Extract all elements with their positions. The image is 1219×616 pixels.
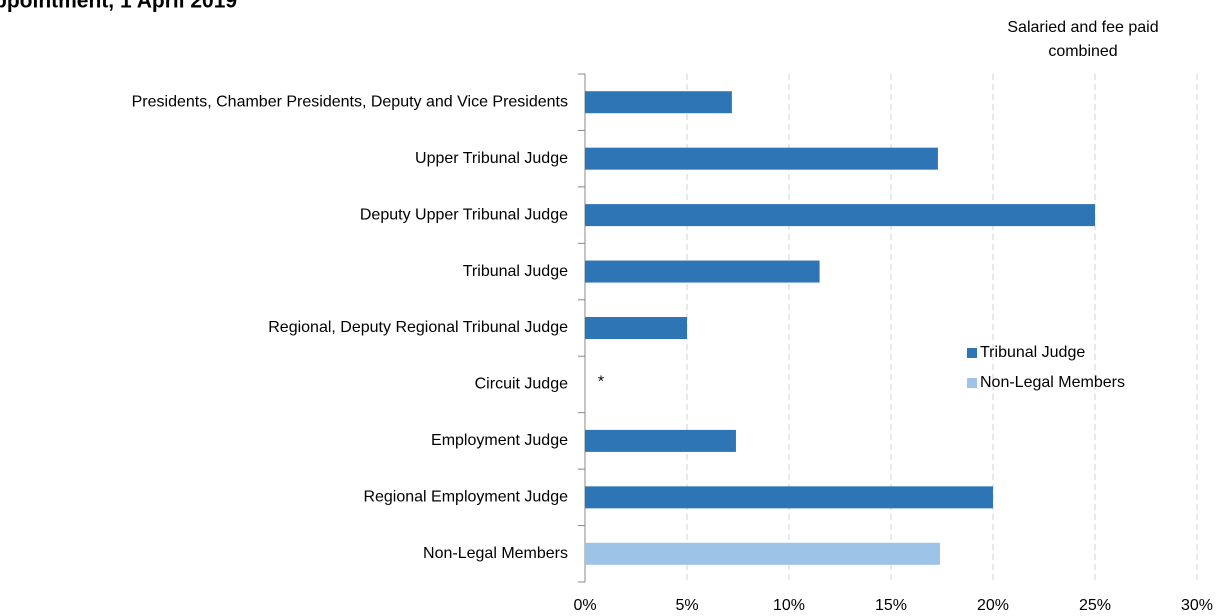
y-tick-label: Upper Tribunal Judge — [415, 150, 568, 167]
y-tick-label: Regional, Deputy Regional Tribunal Judge — [268, 319, 568, 336]
value-label: * — [598, 374, 604, 391]
y-tick-label: Presidents, Chamber Presidents, Deputy a… — [132, 93, 568, 110]
x-tick-label: 30% — [1181, 597, 1213, 614]
legend-label: Non-Legal Members — [980, 374, 1125, 391]
y-tick-label: Employment Judge — [431, 432, 568, 449]
annotation: Salaried and fee paid combined — [1007, 19, 1159, 60]
y-tick-label: Circuit Judge — [475, 376, 568, 393]
y-tick-label: Non-Legal Members — [423, 545, 568, 562]
y-tick-label: Regional Employment Judge — [363, 489, 568, 506]
bar — [585, 429, 736, 452]
bar — [585, 204, 1095, 227]
x-tick-label: 15% — [875, 597, 907, 614]
x-tick-label: 10% — [773, 597, 805, 614]
chart-title: ppointment, 1 April 2019 — [0, 0, 237, 13]
x-tick-label: 5% — [675, 597, 698, 614]
bar — [585, 260, 820, 283]
bar — [585, 486, 993, 509]
x-tick-label: 20% — [977, 597, 1009, 614]
bar — [585, 542, 940, 565]
bar — [585, 317, 687, 339]
legend-swatch — [967, 348, 977, 358]
x-tick-label: 25% — [1079, 597, 1111, 614]
y-tick-label: Tribunal Judge — [463, 263, 568, 280]
bar — [585, 147, 938, 170]
legend-swatch — [967, 378, 977, 388]
y-tick-label: Deputy Upper Tribunal Judge — [360, 206, 568, 223]
bar — [585, 91, 732, 114]
legend-label: Tribunal Judge — [980, 344, 1085, 361]
x-tick-label: 0% — [573, 597, 596, 614]
